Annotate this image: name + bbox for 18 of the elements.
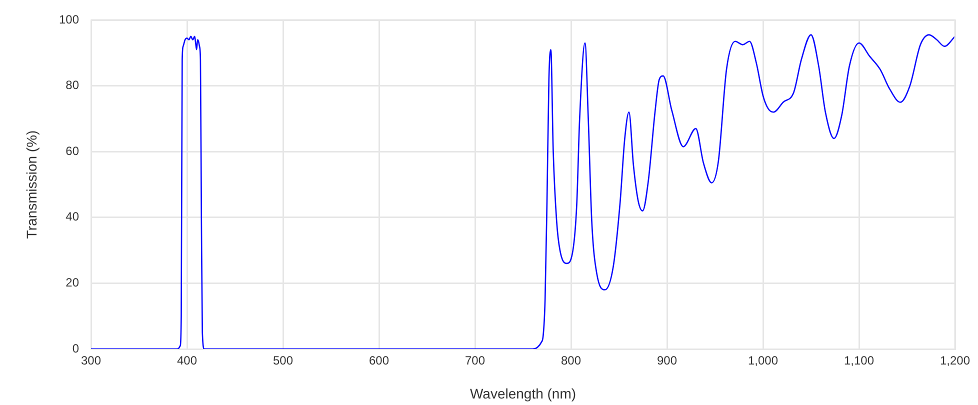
- x-tick-label: 500: [272, 354, 294, 368]
- x-axis-title: Wavelength (nm): [470, 385, 576, 402]
- x-tick-label: 400: [176, 354, 198, 368]
- y-tick-label: 40: [66, 210, 80, 224]
- y-tick-label: 100: [58, 12, 80, 26]
- y-axis-title: Transmission (%): [23, 130, 40, 239]
- x-tick-label: 600: [368, 354, 390, 368]
- y-tick-label: 0: [72, 341, 80, 356]
- y-tick-label: 20: [66, 276, 80, 290]
- x-tick-label: 900: [656, 354, 678, 368]
- x-tick-label: 1,000: [748, 354, 778, 368]
- y-tick-label: 80: [66, 78, 80, 92]
- x-tick-label: 700: [464, 354, 486, 368]
- x-tick-label: 800: [560, 354, 582, 368]
- y-tick-label: 60: [66, 144, 80, 158]
- x-tick-label: 1,200: [940, 354, 970, 368]
- x-tick-label: 1,100: [844, 354, 874, 368]
- x-tick-label: 300: [80, 354, 102, 368]
